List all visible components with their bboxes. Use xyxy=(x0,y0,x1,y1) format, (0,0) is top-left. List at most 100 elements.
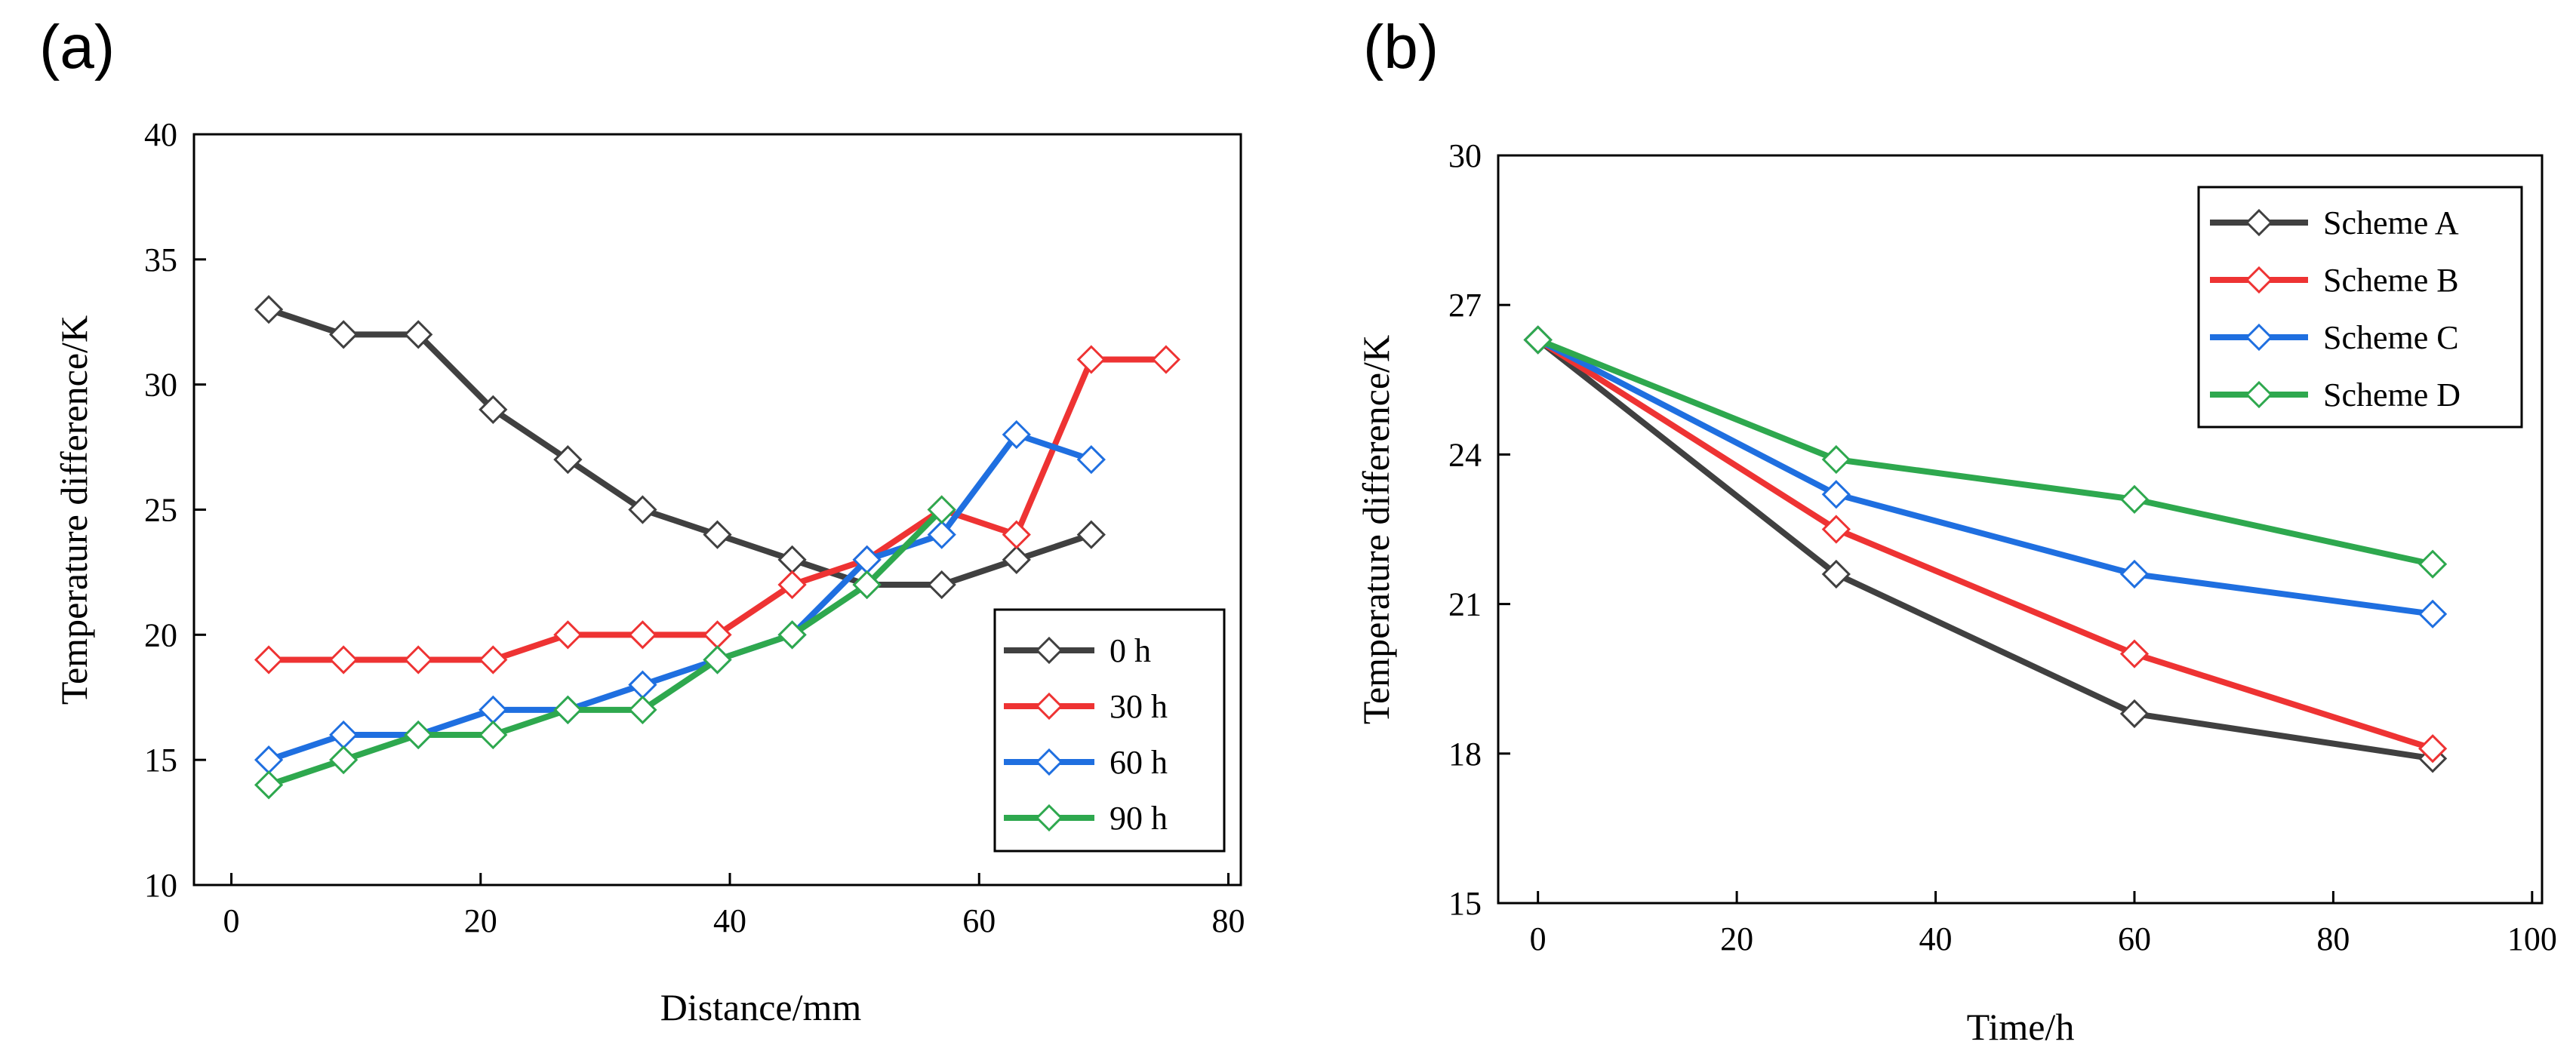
panel-b-legend-label: Scheme C xyxy=(2323,319,2459,356)
panel-a-data-point xyxy=(1076,345,1106,374)
panel-a-data-point xyxy=(329,320,359,349)
panel-a-series-line-2 xyxy=(267,432,1093,763)
panel-b-series-line-2 xyxy=(1536,336,2433,617)
panel-b-data-point xyxy=(2418,599,2448,628)
panel-a-data-point xyxy=(329,645,359,674)
panel-a-data-point xyxy=(254,295,284,324)
panel-b-x-tick-label: 80 xyxy=(2316,920,2350,957)
panel-b-legend-marker xyxy=(2245,208,2273,237)
panel-b-data-point xyxy=(1523,325,1553,355)
panel-b-data-point xyxy=(1821,515,1851,544)
panel-a-data-point xyxy=(628,620,657,650)
panel-b-y-tick-label: 24 xyxy=(1448,436,1482,473)
panel-a-y-tick-label: 25 xyxy=(144,492,177,529)
panel-b-legend-label: Scheme B xyxy=(2323,262,2459,299)
panel-a-data-point xyxy=(1002,545,1031,574)
panel-b-x-tick-label: 40 xyxy=(1919,920,1953,957)
panel-a-data-point xyxy=(777,620,807,650)
panel-b-x-tick-label: 60 xyxy=(2118,920,2151,957)
panel-a-data-point xyxy=(1002,419,1031,450)
panel-b-data-point xyxy=(2119,699,2150,729)
panel-b-data-point xyxy=(2418,549,2448,579)
panel-b: (b) 0 20 40 60 80 100 15 18 21 24 27 30 Time/h Temp… xyxy=(1355,13,2557,1048)
panel-a-data-point xyxy=(777,545,807,574)
panel-b-x-axis-title: Time/h xyxy=(1967,1006,2075,1048)
panel-b-legend-marker xyxy=(2245,380,2273,409)
panel-b-x-tick-label: 100 xyxy=(2507,920,2557,957)
panel-a-data-point xyxy=(329,720,359,750)
panel-b-y-tick-label: 27 xyxy=(1448,287,1482,324)
panel-b-data-point xyxy=(1821,480,1851,509)
panel-b-data-point xyxy=(1821,559,1851,589)
panel-b-legend: Scheme A Scheme B Scheme C Scheme D xyxy=(2197,186,2523,429)
panel-a-legend-marker xyxy=(1035,804,1063,832)
panel-a-data-point xyxy=(1076,445,1106,475)
panel-b-series-line-3 xyxy=(1537,336,2433,567)
panel-b-legend-marker xyxy=(2245,266,2273,294)
panel-a-series-group xyxy=(254,295,1181,800)
panel-b-data-point xyxy=(2119,484,2150,514)
panel-b-plot-frame xyxy=(1497,154,2544,905)
panel-b-data-point xyxy=(2119,559,2150,589)
panel-a-y-tick-label: 20 xyxy=(144,616,177,653)
panel-a-data-point xyxy=(777,570,807,600)
panel-a-data-point xyxy=(927,495,956,524)
panel-a-y-tick-label: 35 xyxy=(144,241,177,278)
panel-a-data-point xyxy=(703,645,732,674)
panel-b-series-line-1 xyxy=(1536,337,2434,752)
panel-a-series-line-3 xyxy=(267,507,944,788)
panel-b-y-tick-label: 21 xyxy=(1448,586,1482,623)
panel-a-legend: 0 h 30 h 60 h 90 h xyxy=(993,608,1226,853)
panel-a-data-point xyxy=(553,445,583,475)
panel-a-legend-marker xyxy=(1035,636,1063,665)
panel-a-data-point xyxy=(404,720,433,750)
panel-b-y-tick-label: 18 xyxy=(1448,736,1482,773)
panel-a-legend-label: 30 h xyxy=(1109,688,1168,725)
panel-a-data-point xyxy=(628,495,657,524)
panel-b-data-point xyxy=(2119,639,2150,668)
panel-a-data-point xyxy=(852,570,882,600)
panel-b-legend-label: Scheme D xyxy=(2323,376,2461,413)
panel-a-legend-label: 90 h xyxy=(1109,800,1168,837)
panel-a-y-tick-label: 40 xyxy=(144,116,177,153)
panel-a-legend-label: 0 h xyxy=(1109,632,1151,669)
panel-a-data-point xyxy=(329,745,359,775)
panel-a-data-point xyxy=(927,570,956,600)
panel-a-data-point xyxy=(553,695,583,724)
panel-b-legend-label: Scheme A xyxy=(2323,204,2459,241)
panel-a-data-point xyxy=(254,770,284,800)
panel-a-x-tick-label: 80 xyxy=(1211,902,1245,939)
panel-a-data-point xyxy=(254,745,284,775)
panel-a-legend-label: 60 h xyxy=(1109,744,1168,781)
panel-b-y-tick-label: 15 xyxy=(1448,885,1482,922)
panel-a-y-tick-label: 10 xyxy=(144,867,177,904)
panel-a-data-point xyxy=(479,645,508,674)
panel-b-axis-ticks: 0 20 40 60 80 100 15 18 21 24 27 30 xyxy=(1448,137,2557,957)
panel-a-y-tick-label: 15 xyxy=(144,742,177,779)
panel-b-x-tick-label: 0 xyxy=(1530,920,1547,957)
panel-a-data-point xyxy=(553,620,583,650)
panel-a-data-point xyxy=(1151,345,1181,374)
panel-b-legend-marker xyxy=(2245,323,2273,352)
panel-a-data-point xyxy=(404,645,433,674)
panel-b-label: (b) xyxy=(1363,13,1439,81)
panel-a-data-point xyxy=(1002,520,1031,549)
panel-a-data-point xyxy=(254,645,284,674)
panel-a-legend-marker xyxy=(1035,692,1063,721)
panel-a-legend-marker xyxy=(1035,748,1063,776)
panel-a-series-line-0 xyxy=(267,306,1093,588)
panel-b-series-group xyxy=(1523,325,2448,773)
panel-a-x-tick-label: 40 xyxy=(713,902,746,939)
panel-a-data-point xyxy=(628,695,657,724)
panel-a-data-point xyxy=(628,670,657,699)
panel-a-data-point xyxy=(479,720,508,750)
panel-a-x-tick-label: 0 xyxy=(223,902,240,939)
panel-b-x-tick-label: 20 xyxy=(1720,920,1753,957)
panel-b-data-point xyxy=(2418,734,2448,764)
panel-a-data-point xyxy=(927,520,956,549)
panel-a-data-point xyxy=(479,695,508,724)
panel-b-series-line-0 xyxy=(1536,337,2433,762)
panel-a-x-tick-label: 60 xyxy=(962,902,996,939)
